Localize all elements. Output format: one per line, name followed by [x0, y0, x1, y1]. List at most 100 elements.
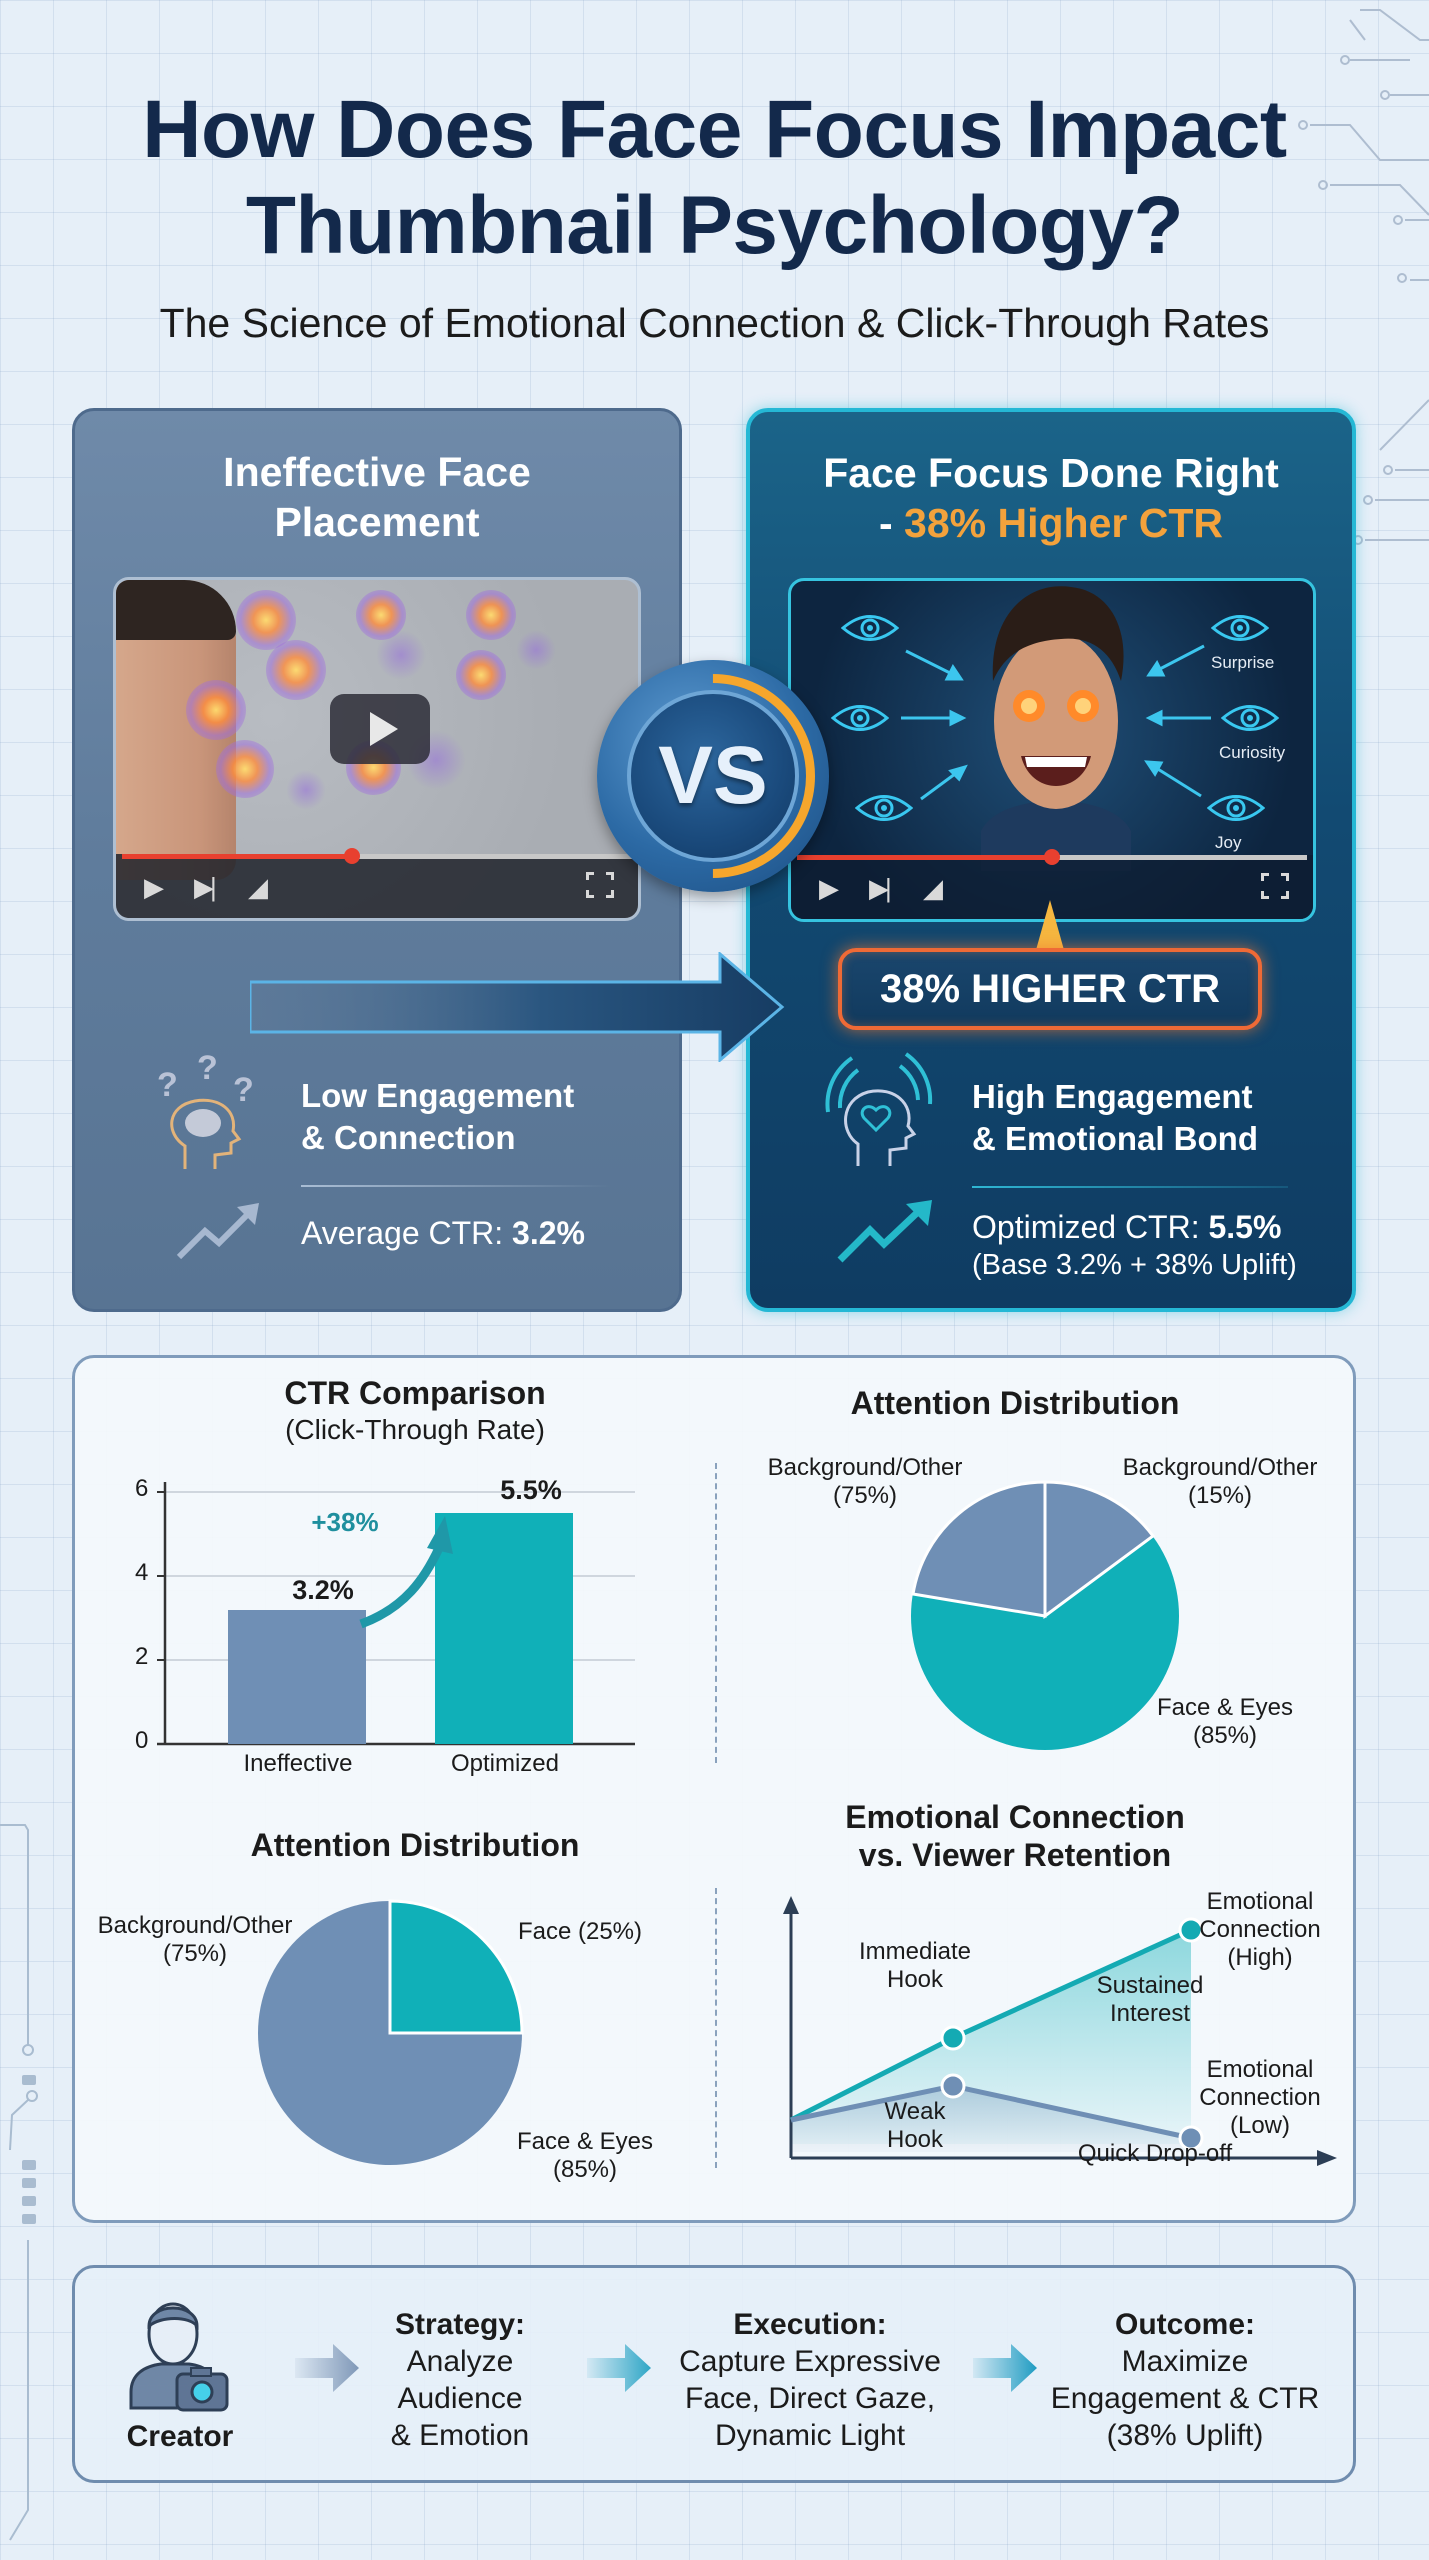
page-subtitle: The Science of Emotional Connection & Cl… — [159, 300, 1270, 346]
ineffective-panel: Ineffective Face Placement ▶ ▶​| ◢ ? — [72, 408, 682, 1312]
step-line: Audience — [397, 2382, 523, 2415]
y-tick: 4 — [135, 1559, 149, 1586]
label-line-2: & Emotional Bond — [972, 1120, 1258, 1157]
progress-bar[interactable] — [797, 849, 1307, 865]
optimized-ctr: Optimized CTR: 5.5% (Base 3.2% + 38% Upl… — [972, 1208, 1297, 1284]
volume-icon[interactable]: ◢ — [923, 873, 943, 903]
heatmap-spot — [216, 740, 274, 798]
y-tick: 2 — [135, 1643, 149, 1670]
progress-knob[interactable] — [1044, 849, 1060, 865]
svg-text:?: ? — [233, 1071, 254, 1109]
pie-label: Background/Other (75%) — [97, 1912, 293, 1967]
series-label-low: Emotional Connection (Low) — [1199, 2056, 1321, 2139]
heatmap-spot — [286, 770, 326, 810]
bar-chart-subtitle: (Click-Through Rate) — [285, 1414, 545, 1445]
step-line: Engagement & CTR — [1050, 2382, 1320, 2415]
heatmap-spot — [236, 590, 296, 650]
step-line: Analyze — [406, 2345, 514, 2378]
video-controls: ▶ ▶​| ◢ — [116, 848, 638, 918]
svg-text:?: ? — [197, 1051, 218, 1087]
creator-camera-icon — [129, 2302, 229, 2412]
pie-chart-title: Attention Distribution — [850, 1385, 1180, 1421]
next-icon[interactable]: ▶| — [869, 873, 892, 903]
step-line: & Emotion — [390, 2419, 530, 2452]
higher-ctr-badge: 38% HIGHER CTR — [838, 948, 1262, 1030]
fullscreen-icon[interactable] — [1261, 873, 1289, 899]
series-label-high: Emotional Connection (High) — [1199, 1888, 1321, 1971]
optimized-panel-title: Face Focus Done Right - 38% Higher CTR — [750, 448, 1352, 548]
vs-text: VS — [658, 730, 768, 821]
x-category-label: Ineffective — [243, 1750, 353, 1777]
low-engagement-label: Low Engagement & Connection — [301, 1075, 574, 1159]
progress-bar[interactable] — [122, 848, 632, 864]
page-title: How Does Face Focus Impact Thumbnail Psy… — [0, 82, 1429, 274]
eye-icon — [1211, 615, 1269, 641]
eye-icon — [841, 615, 899, 641]
high-engagement-label: High Engagement & Emotional Bond — [972, 1076, 1258, 1160]
heatmap-spot — [456, 650, 506, 700]
eye-icon — [855, 795, 913, 821]
fullscreen-icon[interactable] — [586, 872, 614, 898]
process-flow: Creator Strategy: Analyze Audience & Emo… — [72, 2265, 1356, 2483]
play-button[interactable] — [330, 694, 430, 764]
pie-chart-title: Attention Distribution — [250, 1827, 580, 1863]
line-chart-title: Emotional Connection vs. Viewer Retentio… — [775, 1798, 1255, 1874]
emotion-label-curiosity: Curiosity — [1219, 743, 1286, 762]
ctr-value: 5.5% — [1208, 1209, 1282, 1245]
vs-badge: VS — [568, 631, 858, 921]
title-line-1: Face Focus Done Right — [823, 450, 1279, 496]
heatmap-spot — [266, 640, 326, 700]
flow-arrow-icon — [295, 2344, 359, 2392]
pie-label: Background/Other (15%) — [1122, 1454, 1318, 1509]
title-line-1: How Does Face Focus Impact — [142, 84, 1287, 175]
volume-icon[interactable]: ◢ — [248, 872, 268, 902]
emotion-label-joy: Joy — [1215, 833, 1242, 852]
pie-label: Face & Eyes (85%) — [516, 2128, 654, 2183]
pie-label: Face & Eyes (85%) — [1156, 1694, 1294, 1749]
annotation-quick-dropoff: Quick Drop-off — [1077, 2140, 1233, 2167]
excited-face-image — [981, 586, 1131, 871]
attention-pie-ineffective — [258, 1899, 524, 2165]
trend-up-icon — [837, 1200, 932, 1263]
ineffective-video-thumbnail[interactable]: ▶ ▶​| ◢ — [113, 577, 641, 921]
label-line-2: & Connection — [301, 1119, 516, 1156]
label-line-1: High Engagement — [972, 1078, 1253, 1115]
bar-value-label: 3.2% — [292, 1575, 354, 1605]
annotation-weak-hook: Weak Hook — [884, 2098, 946, 2153]
play-icon[interactable]: ▶ — [819, 873, 839, 903]
attention-arrows — [901, 644, 1211, 801]
creator-label: Creator — [126, 2420, 234, 2453]
title-line-2: vs. Viewer Retention — [858, 1837, 1172, 1873]
eye-icon — [1221, 705, 1279, 731]
optimized-video-thumbnail[interactable]: Surprise Curiosity Joy ▶ ▶| ◢ — [788, 578, 1316, 922]
ctr-bar-chart — [157, 1482, 635, 1746]
flow-step-execution: Execution: Capture Expressive Face, Dire… — [655, 2306, 965, 2454]
ctr-label: Average CTR: — [301, 1215, 513, 1251]
ctr-value: 3.2% — [512, 1215, 585, 1251]
title-accent: 38% Higher CTR — [904, 500, 1223, 546]
divider — [715, 1888, 717, 2168]
optimized-panel: Face Focus Done Right - 38% Higher CTR — [746, 408, 1356, 1312]
title-line-1: Emotional Connection — [845, 1799, 1185, 1835]
ctr-note: (Base 3.2% + 38% Uplift) — [972, 1249, 1297, 1281]
y-tick: 0 — [135, 1727, 149, 1754]
eye-icon — [1207, 795, 1265, 821]
step-heading: Strategy: — [394, 2308, 526, 2341]
flow-arrow-icon — [587, 2344, 651, 2392]
divider — [715, 1463, 717, 1763]
annotation-sustained-interest: Sustained Interest — [1096, 1972, 1204, 2027]
average-ctr: Average CTR: 3.2% — [301, 1214, 585, 1252]
y-tick: 6 — [135, 1475, 149, 1502]
title-prefix: - — [879, 500, 905, 546]
ctr-label: Optimized CTR: — [972, 1209, 1209, 1245]
transition-arrow-icon — [250, 952, 785, 1062]
ineffective-panel-title: Ineffective Face Placement — [75, 447, 679, 547]
pie-label: Face (25%) — [517, 1918, 643, 1945]
step-heading: Outcome: — [1114, 2308, 1255, 2341]
play-icon[interactable]: ▶ — [144, 872, 164, 902]
progress-knob[interactable] — [343, 848, 360, 864]
emotion-label-surprise: Surprise — [1211, 653, 1275, 672]
next-icon[interactable]: ▶​| — [194, 872, 217, 902]
step-line: (38% Uplift) — [1106, 2419, 1264, 2452]
bar-chart-title: CTR Comparison — [284, 1375, 546, 1411]
